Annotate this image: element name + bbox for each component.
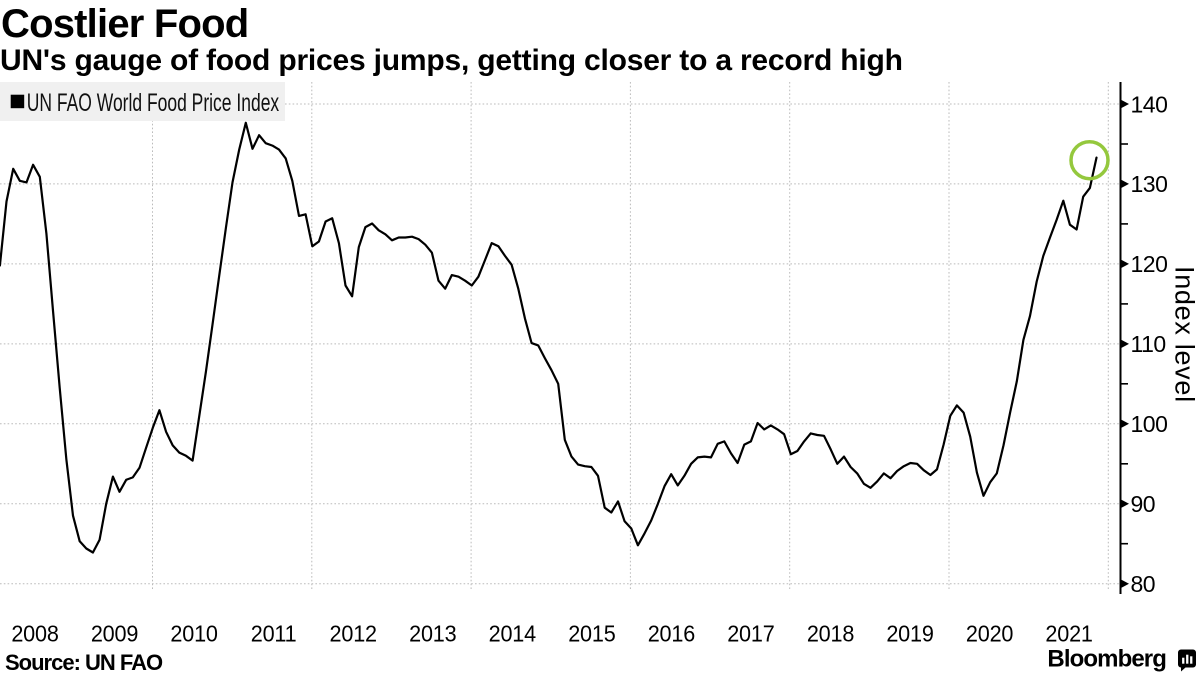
svg-text:90: 90: [1131, 491, 1156, 517]
svg-text:100: 100: [1131, 411, 1168, 437]
svg-text:2019: 2019: [886, 621, 933, 647]
svg-text:2016: 2016: [648, 621, 695, 647]
svg-text:2012: 2012: [330, 621, 377, 647]
svg-text:2011: 2011: [251, 621, 297, 647]
svg-text:80: 80: [1131, 571, 1156, 597]
svg-text:2015: 2015: [568, 621, 615, 647]
svg-text:2020: 2020: [966, 621, 1013, 647]
svg-text:UN's gauge of food prices jump: UN's gauge of food prices jumps, getting…: [0, 44, 903, 77]
svg-text:2021: 2021: [1045, 621, 1092, 647]
svg-text:Source: UN FAO: Source: UN FAO: [5, 650, 163, 675]
svg-text:UN FAO World Food Price Index: UN FAO World Food Price Index: [27, 88, 280, 117]
svg-text:140: 140: [1131, 91, 1168, 117]
svg-text:2017: 2017: [727, 621, 774, 647]
svg-text:Index level: Index level: [1170, 266, 1200, 403]
svg-text:130: 130: [1131, 171, 1168, 197]
svg-text:110: 110: [1131, 331, 1166, 357]
svg-text:Costlier Food: Costlier Food: [1, 2, 248, 46]
svg-text:2018: 2018: [807, 621, 854, 647]
svg-text:2013: 2013: [409, 621, 456, 647]
svg-text:2010: 2010: [170, 621, 217, 647]
svg-text:120: 120: [1131, 251, 1168, 277]
svg-text:2014: 2014: [489, 621, 536, 647]
svg-text:Bloomberg: Bloomberg: [1047, 646, 1166, 673]
svg-text:2008: 2008: [11, 621, 58, 647]
svg-text:2009: 2009: [91, 621, 138, 647]
